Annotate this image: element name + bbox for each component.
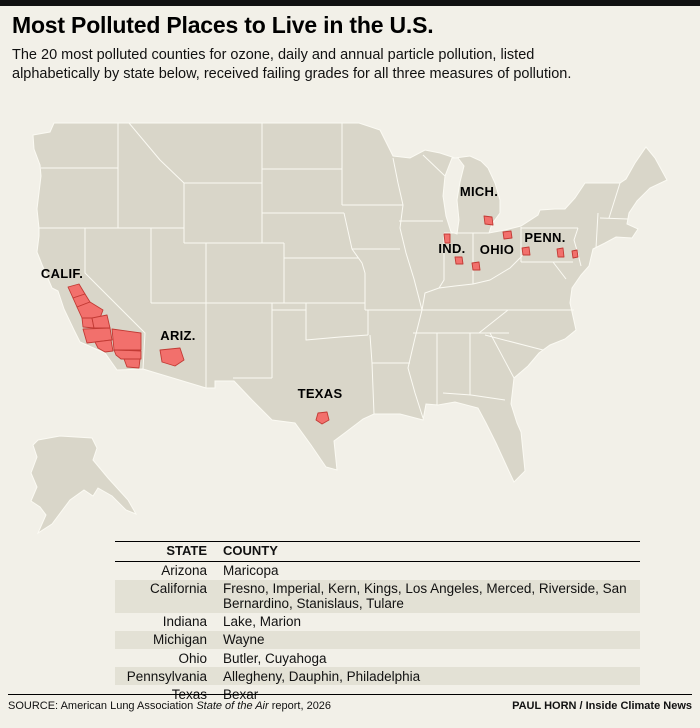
county-kern (82, 327, 113, 344)
county-highlights-ohio (471, 230, 513, 271)
map-label-penn: PENN. (524, 230, 565, 245)
map-label-ohio: OHIO (480, 242, 514, 257)
county-cell: Lake, Marion (223, 614, 302, 630)
county-los-angeles (94, 339, 114, 353)
county-butler (471, 261, 481, 271)
state-cell: Pennsylvania (126, 668, 207, 684)
map-label-mich: MICH. (460, 184, 498, 199)
source-credit: SOURCE: American Lung Association State … (8, 700, 331, 712)
state-column-header: STATE (115, 541, 215, 562)
county-imperial (123, 358, 141, 369)
table-row: Michigan Wayne (115, 630, 640, 650)
state-cell: Michigan (152, 632, 207, 648)
header: Most Polluted Places to Live in the U.S.… (12, 12, 688, 83)
footer-divider (8, 694, 692, 695)
county-marion (454, 256, 464, 265)
county-lake (443, 233, 451, 244)
county-cuyahoga (502, 230, 513, 240)
source-suffix: report, 2026 (268, 700, 332, 712)
author-credit: PAUL HORN / Inside Climate News (512, 700, 692, 712)
county-column-header: COUNTY (215, 541, 640, 562)
pollution-table-wrap: STATE COUNTY Arizona Maricopa California… (115, 541, 640, 703)
county-bexar (315, 411, 330, 425)
state-cell: California (149, 581, 207, 597)
us-map: CALIF. ARIZ. TEXAS MICH. IND. OHIO PENN. (30, 122, 668, 535)
county-cell: Butler, Cuyahoga (223, 650, 327, 666)
state-borders (39, 122, 629, 419)
source-report-title: State of the Air (196, 700, 269, 712)
county-fresno (76, 301, 104, 319)
table-row: Ohio Butler, Cuyahoga (115, 649, 640, 667)
county-highlights-arizona (159, 347, 185, 367)
county-highlights-texas (315, 411, 330, 425)
state-cell: Indiana (162, 614, 207, 630)
county-highlights-pennsylvania (521, 246, 579, 259)
map-land-alaska (30, 435, 138, 535)
page-subtitle: The 20 most polluted counties for ozone,… (12, 47, 572, 82)
county-dauphin (556, 247, 565, 258)
county-allegheny (521, 246, 531, 256)
county-highlights-michigan (483, 215, 494, 226)
county-san-bernardino (111, 328, 142, 351)
footer: SOURCE: American Lung Association State … (8, 700, 692, 712)
map-label-ariz: ARIZ. (160, 328, 195, 343)
table-row: Arizona Maricopa (115, 561, 640, 580)
page-title: Most Polluted Places to Live in the U.S. (12, 12, 434, 38)
county-maricopa (159, 347, 185, 367)
county-cell: Wayne (223, 632, 265, 648)
county-cell: Fresno, Imperial, Kern, Kings, Los Angel… (223, 581, 627, 612)
county-philadelphia (571, 249, 579, 259)
state-cell: Arizona (161, 563, 207, 579)
state-cell: Ohio (178, 650, 207, 666)
top-bar (0, 0, 700, 6)
county-highlights-california (67, 283, 142, 369)
county-cell: Maricopa (223, 563, 279, 579)
county-wayne (483, 215, 494, 226)
lake-michigan (442, 157, 465, 235)
pollution-table: STATE COUNTY Arizona Maricopa California… (115, 541, 640, 703)
source-prefix: SOURCE: American Lung Association (8, 700, 197, 712)
table-row: Indiana Lake, Marion (115, 613, 640, 631)
map-label-calif: CALIF. (41, 266, 83, 281)
map-label-texas: TEXAS (298, 386, 343, 401)
table-row: Pennsylvania Allegheny, Dauphin, Philade… (115, 667, 640, 686)
table-header-row: STATE COUNTY (115, 541, 640, 562)
map-label-ind: IND. (438, 241, 465, 256)
county-highlights-indiana (443, 233, 464, 265)
county-cell: Allegheny, Dauphin, Philadelphia (223, 668, 421, 684)
table-row: California Fresno, Imperial, Kern, Kings… (115, 579, 640, 613)
